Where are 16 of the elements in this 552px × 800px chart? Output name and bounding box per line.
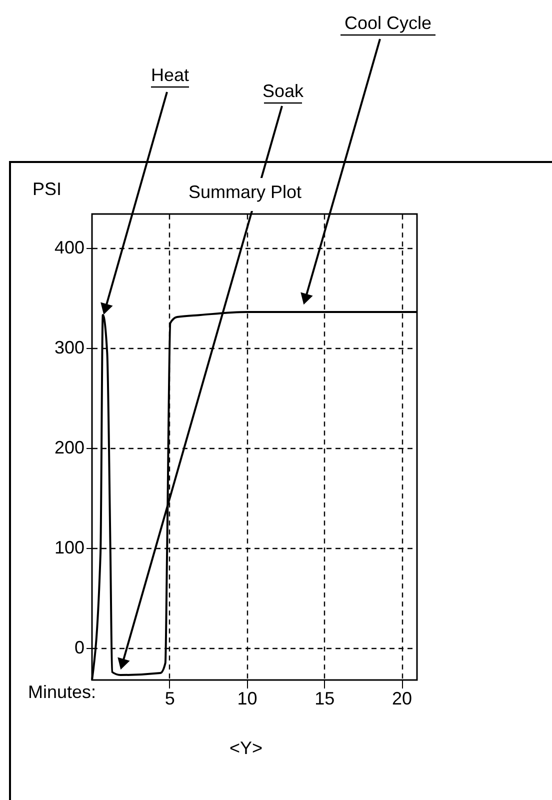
chart-title: Summary Plot [188,182,302,202]
text: <Y> [229,738,263,758]
x-tick-label: 15 [314,688,335,708]
text: Heat [150,65,190,85]
y-tick-label: 400 [54,238,84,258]
y-axis-title: PSI [32,179,62,199]
y-tick-label: 200 [54,438,84,458]
y-tick-label: 300 [54,338,84,358]
text: Cool Cycle [344,13,432,33]
text: Soak [262,81,305,101]
x-axis-title: Minutes: [28,682,96,702]
x-tick-label: 5 [164,688,175,708]
y-tick-label: 0 [74,638,84,658]
x-tick-label: 10 [237,688,258,708]
y-tick-label: 100 [54,538,84,558]
x-tick-label: 20 [392,688,412,708]
